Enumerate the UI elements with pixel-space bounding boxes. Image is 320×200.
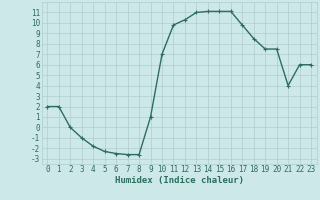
X-axis label: Humidex (Indice chaleur): Humidex (Indice chaleur) — [115, 176, 244, 185]
